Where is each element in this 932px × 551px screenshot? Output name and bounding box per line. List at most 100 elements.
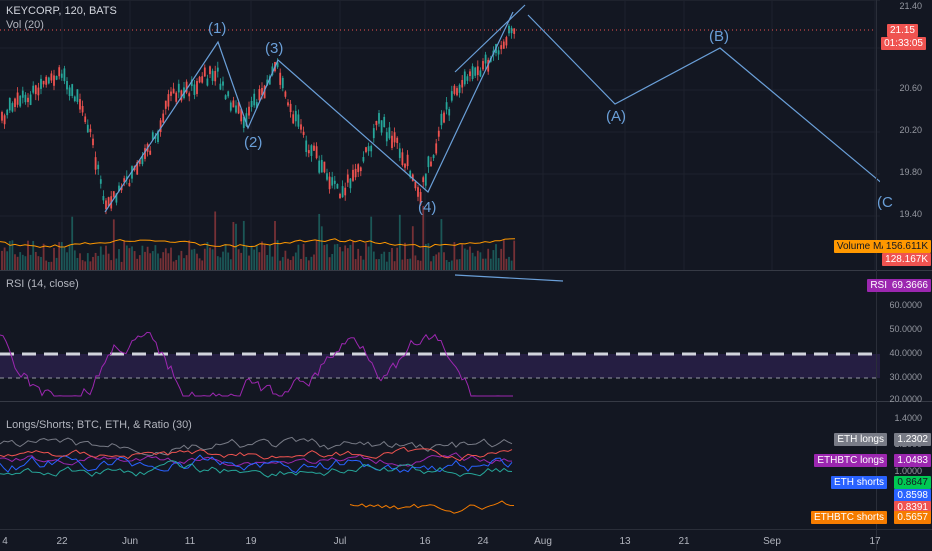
candle-body bbox=[284, 91, 287, 97]
volume-bar bbox=[417, 260, 419, 270]
volume-bar bbox=[16, 256, 19, 270]
volume-bar bbox=[172, 261, 175, 270]
volume-bar bbox=[471, 252, 474, 270]
candle-body bbox=[219, 83, 222, 90]
volume-bar bbox=[482, 258, 484, 270]
candle-body bbox=[463, 71, 466, 85]
pane-divider-2[interactable] bbox=[0, 401, 932, 402]
candle-body bbox=[53, 75, 55, 86]
candle-body bbox=[346, 174, 349, 183]
candle-body bbox=[164, 100, 167, 109]
volume-bar bbox=[409, 258, 412, 270]
candle-body bbox=[136, 162, 139, 175]
candle-body bbox=[287, 102, 289, 106]
candle-body bbox=[375, 121, 378, 126]
price-tick: 20.20 bbox=[899, 125, 922, 135]
candle-body bbox=[175, 92, 178, 102]
volume-bar bbox=[411, 226, 414, 270]
volume-bar bbox=[492, 250, 495, 270]
candle-body bbox=[99, 179, 102, 184]
candle-body bbox=[336, 183, 339, 189]
candle-body bbox=[466, 76, 469, 81]
volume-bar bbox=[144, 251, 146, 270]
time-tick: Sep bbox=[763, 536, 781, 547]
candle-body bbox=[476, 66, 479, 76]
ethbtc-shorts-line bbox=[349, 500, 515, 514]
rsi-legend[interactable]: RSI (14, close) bbox=[6, 278, 79, 290]
candle-body bbox=[107, 197, 110, 207]
volume-bar bbox=[284, 250, 287, 270]
rsi-pane[interactable]: RSI (14, close) bbox=[0, 271, 932, 401]
candle-body bbox=[448, 109, 451, 116]
volume-bar bbox=[463, 248, 466, 270]
volume-bar bbox=[164, 248, 167, 270]
candle-body bbox=[19, 95, 22, 107]
candle-body bbox=[172, 88, 175, 94]
symbol-legend[interactable]: KEYCORP, 120, BATS bbox=[6, 5, 117, 17]
volume-bar bbox=[328, 257, 331, 270]
rsi-divergence-line bbox=[454, 274, 564, 282]
candle-body bbox=[401, 152, 404, 166]
candle-body bbox=[307, 150, 310, 154]
candle-body bbox=[206, 78, 209, 86]
volume-bar bbox=[336, 243, 339, 270]
volume-bar bbox=[354, 259, 357, 270]
candle-body bbox=[16, 92, 19, 105]
volume-bar bbox=[102, 254, 105, 270]
volume-bar bbox=[505, 258, 508, 270]
candle-body bbox=[443, 112, 445, 123]
time-axis[interactable] bbox=[0, 529, 932, 551]
candle-body bbox=[222, 81, 224, 86]
volume-bar bbox=[183, 258, 185, 270]
volume-bar bbox=[209, 247, 211, 270]
volume-bar bbox=[268, 245, 271, 270]
candle-body bbox=[37, 87, 40, 96]
volume-bar bbox=[219, 257, 222, 270]
rsi-chart-canvas[interactable] bbox=[0, 271, 880, 401]
pane-divider-1[interactable] bbox=[0, 270, 932, 271]
volume-bar bbox=[362, 259, 365, 270]
volume-bar bbox=[99, 246, 102, 270]
candle-body bbox=[188, 93, 191, 97]
candle-body bbox=[29, 94, 32, 105]
candle-body bbox=[105, 200, 107, 210]
ethbtc-longs-line bbox=[0, 452, 513, 467]
candle-body bbox=[71, 84, 74, 96]
candle-body bbox=[58, 67, 61, 77]
candle-body bbox=[427, 156, 430, 168]
volume-bar bbox=[81, 260, 84, 270]
elliott-impulse-line bbox=[104, 11, 514, 213]
volume-bar bbox=[55, 257, 58, 270]
volume-bar bbox=[489, 258, 492, 270]
volume-bar bbox=[157, 253, 159, 270]
volume-bar bbox=[71, 216, 74, 270]
volume-bar bbox=[456, 259, 458, 270]
candle-body bbox=[32, 85, 35, 93]
candle-body bbox=[232, 100, 235, 108]
volume-bar bbox=[497, 258, 500, 270]
candle-body bbox=[102, 196, 105, 201]
candle-body bbox=[66, 80, 68, 90]
longs-shorts-chart-canvas[interactable] bbox=[0, 402, 880, 529]
candle-body bbox=[326, 173, 328, 180]
price-chart-canvas[interactable] bbox=[0, 0, 880, 270]
price-pane[interactable]: KEYCORP, 120, BATS Vol (20) (1) (2) (3) … bbox=[0, 0, 932, 270]
price-tick: 19.80 bbox=[899, 167, 922, 177]
candle-body bbox=[216, 67, 219, 72]
longs-shorts-pane[interactable]: Longs/Shorts; BTC, ETH, & Ratio (30) bbox=[0, 402, 932, 529]
volume-bar bbox=[37, 256, 40, 270]
volume-bar bbox=[8, 240, 11, 270]
volume-ma-name-tag: Volume MA bbox=[833, 240, 891, 253]
candle-body bbox=[97, 164, 100, 170]
volume-bar bbox=[86, 253, 89, 270]
volume-bar bbox=[292, 256, 295, 270]
candle-body bbox=[190, 79, 193, 87]
price-axis[interactable]: 21.40 20.60 20.20 19.80 19.40 60.0000 50… bbox=[876, 0, 932, 550]
longs-shorts-legend[interactable]: Longs/Shorts; BTC, ETH, & Ratio (30) bbox=[6, 419, 192, 431]
volume-legend[interactable]: Vol (20) bbox=[6, 19, 44, 31]
candle-body bbox=[437, 130, 440, 137]
time-tick: 16 bbox=[419, 536, 431, 547]
candle-body bbox=[120, 186, 123, 191]
candle-body bbox=[86, 124, 89, 133]
volume-bar bbox=[29, 254, 32, 270]
